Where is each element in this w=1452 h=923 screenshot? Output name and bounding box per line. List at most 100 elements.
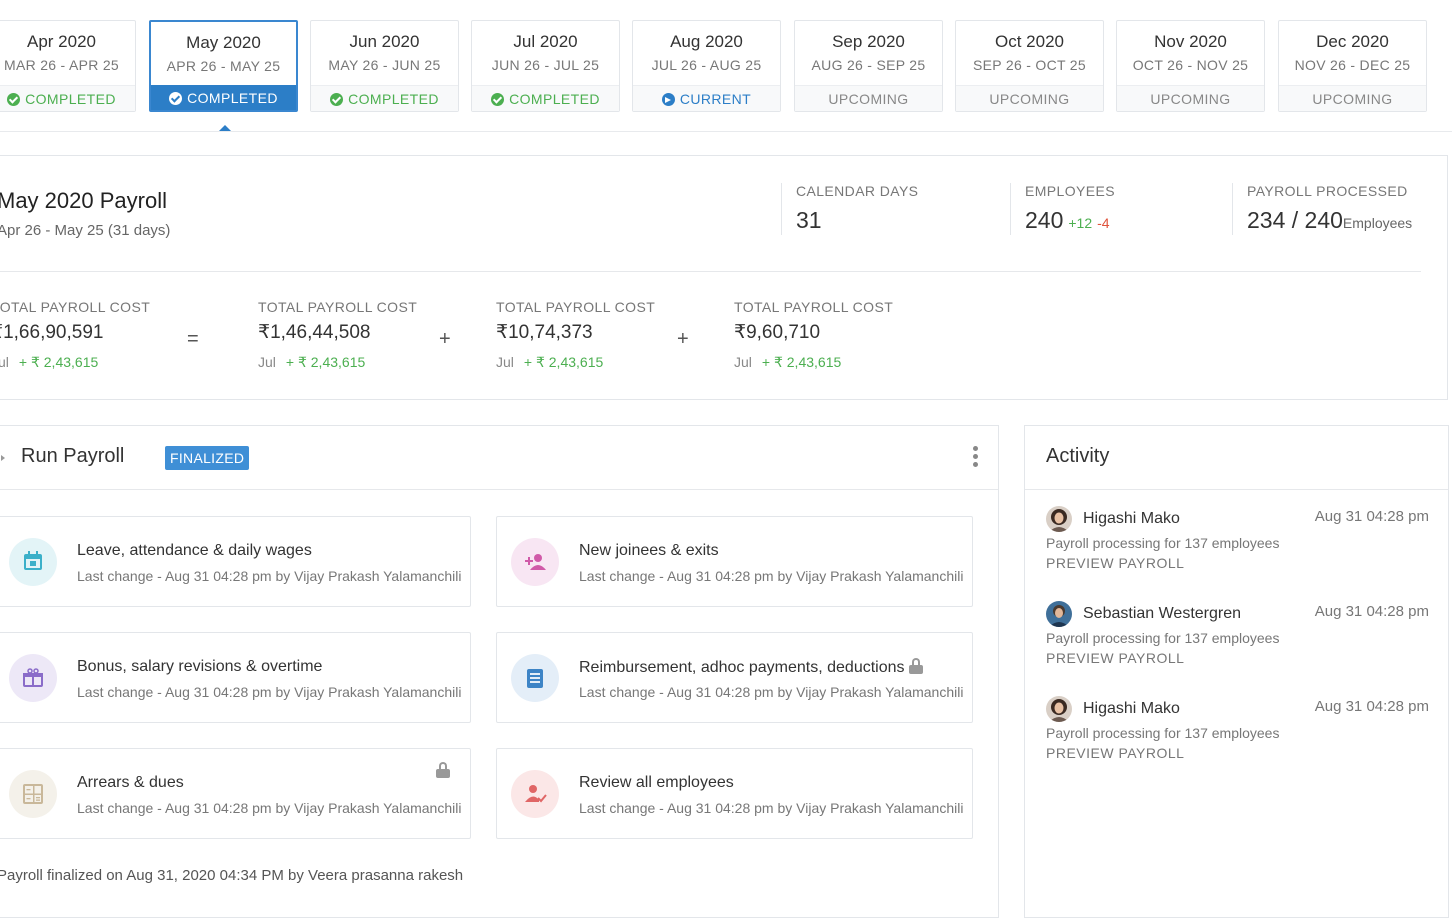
tile-title: Review all employees	[579, 774, 734, 791]
tile-arrears-dues[interactable]: Arrears & dues Last change - Aug 31 04:2…	[0, 748, 471, 839]
tile-last-change: Last change - Aug 31 04:28 pm by Vijay P…	[579, 800, 964, 816]
activity-user-name: Higashi Mako	[1083, 700, 1180, 717]
cost-value: ₹1,46,44,508	[258, 322, 371, 343]
activity-card: Activity Higashi Mako Aug 31 04:28 pm Pa…	[1024, 425, 1449, 918]
month-tab-may-2020[interactable]: May 2020 APR 26 - MAY 25 COMPLETED	[149, 20, 298, 112]
tile-title: Arrears & dues	[77, 774, 184, 791]
selected-month-caret-icon	[218, 125, 232, 132]
month-range: MAR 26 - APR 25	[4, 57, 119, 73]
month-status: COMPLETED	[151, 85, 296, 110]
tile-review-employees[interactable]: Review all employees Last change - Aug 3…	[496, 748, 973, 839]
month-tab-jul-2020[interactable]: Jul 2020 JUN 26 - JUL 25 COMPLETED	[471, 20, 620, 112]
activity-header: Activity	[1025, 426, 1448, 490]
month-name: Apr 2020	[27, 32, 96, 51]
activity-timestamp: Aug 31 04:28 pm	[1314, 603, 1429, 620]
month-name: Dec 2020	[1316, 32, 1389, 51]
payroll-summary-card: May 2020 Payroll Apr 26 - May 25 (31 day…	[0, 155, 1448, 400]
month-name: Jun 2020	[349, 32, 420, 51]
preview-payroll-link[interactable]: PREVIEW PAYROLL	[1046, 555, 1185, 571]
month-status: COMPLETED	[0, 85, 135, 111]
month-name: Oct 2020	[995, 32, 1064, 51]
month-tab-nov-2020[interactable]: Nov 2020 OCT 26 - NOV 25 UPCOMING	[1116, 20, 1265, 112]
run-payroll-title: Run Payroll	[21, 445, 125, 467]
month-status: UPCOMING	[956, 85, 1103, 111]
tile-reimbursement-deductions[interactable]: Reimbursement, adhoc payments, deduction…	[496, 632, 973, 723]
tile-title: Bonus, salary revisions & overtime	[77, 658, 323, 675]
employees-removed: -4	[1097, 215, 1110, 231]
plus-operator: +	[439, 328, 451, 350]
page-title: May 2020 Payroll	[0, 188, 167, 213]
tile-last-change: Last change - Aug 31 04:28 pm by Vijay P…	[579, 568, 964, 584]
chevron-right-icon[interactable]	[1, 455, 5, 461]
period-subtitle: Apr 26 - May 25 (31 days)	[0, 222, 171, 239]
tile-new-joinees-exits[interactable]: New joinees & exits Last change - Aug 31…	[496, 516, 973, 607]
activity-user-name: Higashi Mako	[1083, 510, 1180, 527]
cost-delta: Jul+ ₹ 2,43,615	[496, 354, 604, 370]
calculator-icon	[9, 770, 57, 818]
stat-label: CALENDAR DAYS	[796, 183, 919, 199]
more-options-icon[interactable]	[972, 446, 978, 470]
stat-payroll-processed: PAYROLL PROCESSED 234 / 240Employees	[1232, 183, 1412, 235]
activity-timestamp: Aug 31 04:28 pm	[1314, 698, 1429, 715]
check-circle-icon	[330, 93, 344, 106]
activity-user-name: Sebastian Westergren	[1083, 605, 1242, 622]
month-status: UPCOMING	[795, 85, 942, 111]
activity-timestamp: Aug 31 04:28 pm	[1314, 508, 1429, 525]
employees-added: +12	[1068, 215, 1093, 231]
activity-description: Payroll processing for 137 employees	[1046, 535, 1280, 551]
month-range: APR 26 - MAY 25	[166, 58, 281, 74]
month-tab-oct-2020[interactable]: Oct 2020 SEP 26 - OCT 25 UPCOMING	[955, 20, 1104, 112]
month-range: NOV 26 - DEC 25	[1294, 57, 1411, 73]
divider	[0, 131, 1452, 132]
month-name: May 2020	[186, 33, 261, 52]
tile-bonus-salary[interactable]: Bonus, salary revisions & overtime Last …	[0, 632, 471, 723]
avatar	[1046, 506, 1072, 532]
status-badge: FINALIZED	[165, 446, 250, 470]
month-status: UPCOMING	[1279, 85, 1426, 111]
cost-value: ₹1,66,90,591	[0, 322, 104, 343]
gift-icon	[9, 654, 57, 702]
avatar	[1046, 696, 1072, 722]
stat-label: PAYROLL PROCESSED	[1247, 183, 1408, 199]
preview-payroll-link[interactable]: PREVIEW PAYROLL	[1046, 650, 1185, 666]
run-payroll-card: Run Payroll FINALIZED Leave, attendance …	[0, 425, 999, 918]
cost-label: TOTAL PAYROLL COST	[734, 299, 894, 315]
lock-icon	[908, 658, 923, 674]
add-user-icon	[511, 538, 559, 586]
activity-title: Activity	[1046, 445, 1110, 467]
preview-payroll-link[interactable]: PREVIEW PAYROLL	[1046, 745, 1185, 761]
cost-delta: Jul+ ₹ 2,43,615	[258, 354, 366, 370]
cost-label: TOTAL PAYROLL COST	[258, 299, 418, 315]
tile-title: New joinees & exits	[579, 542, 719, 559]
document-icon	[511, 654, 559, 702]
activity-description: Payroll processing for 137 employees	[1046, 630, 1280, 646]
stat-label: EMPLOYEES	[1025, 183, 1115, 199]
month-tab-apr-2020[interactable]: Apr 2020 MAR 26 - APR 25 COMPLETED	[0, 20, 136, 112]
month-name: Aug 2020	[670, 32, 743, 51]
tile-leave-attendance[interactable]: Leave, attendance & daily wages Last cha…	[0, 516, 471, 607]
tile-title: Reimbursement, adhoc payments, deduction…	[579, 658, 923, 677]
stat-value: 240 +12 -4	[1025, 207, 1110, 233]
month-range: JUN 26 - JUL 25	[491, 57, 600, 73]
month-tab-aug-2020[interactable]: Aug 2020 JUL 26 - AUG 25 CURRENT	[632, 20, 781, 112]
cost-label: TOTAL PAYROLL COST	[496, 299, 656, 315]
user-check-icon	[511, 770, 559, 818]
month-status: CURRENT	[633, 85, 780, 111]
activity-item: Higashi Mako Aug 31 04:28 pm Payroll pro…	[1046, 694, 1431, 774]
cost-component-2: TOTAL PAYROLL COST ₹10,74,373 Jul + ₹ 2,4…	[496, 299, 655, 371]
month-tab-dec-2020[interactable]: Dec 2020 NOV 26 - DEC 25 UPCOMING	[1278, 20, 1427, 112]
plus-operator: +	[677, 328, 689, 350]
tile-last-change: Last change - Aug 31 04:28 pm by Vijay P…	[77, 684, 462, 700]
cost-value: ₹10,74,373	[496, 322, 593, 343]
cost-value: ₹9,60,710	[734, 322, 821, 343]
month-status: COMPLETED	[311, 85, 458, 111]
activity-description: Payroll processing for 137 employees	[1046, 725, 1280, 741]
stat-unit: Employees	[1342, 215, 1413, 231]
month-tab-sep-2020[interactable]: Sep 2020 AUG 26 - SEP 25 UPCOMING	[794, 20, 943, 112]
month-name: Nov 2020	[1154, 32, 1227, 51]
cost-delta: Jul+ ₹ 2,43,615	[0, 354, 99, 370]
month-strip: Apr 2020 MAR 26 - APR 25 COMPLETED May 2…	[0, 20, 1452, 132]
avatar	[1046, 601, 1072, 627]
stat-value: 31	[796, 207, 822, 233]
month-tab-jun-2020[interactable]: Jun 2020 MAY 26 - JUN 25 COMPLETED	[310, 20, 459, 112]
